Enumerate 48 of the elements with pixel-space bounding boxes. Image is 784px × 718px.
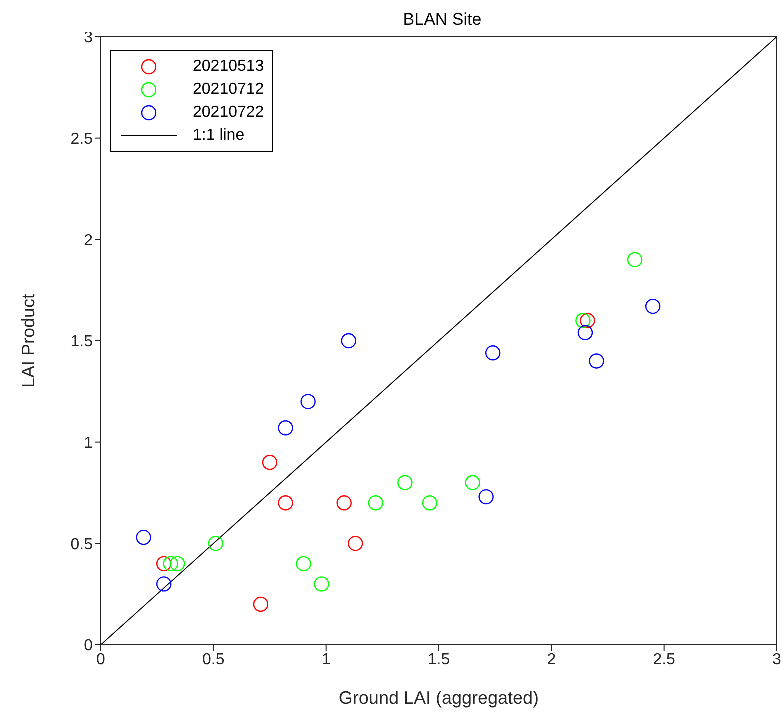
point	[578, 325, 594, 340]
point	[576, 313, 591, 328]
point	[262, 455, 278, 470]
y-tick-label: 2	[84, 232, 94, 250]
x-tick-label: 1.5	[428, 651, 450, 668]
y-tick-label: 0	[84, 638, 94, 655]
x-tick-label: 2	[547, 651, 556, 668]
point	[485, 346, 501, 361]
point	[645, 298, 661, 314]
point	[398, 475, 413, 490]
x-tick-label: 2.5	[653, 651, 676, 668]
point	[253, 596, 269, 612]
point	[627, 252, 643, 268]
point	[336, 496, 352, 511]
point	[348, 536, 364, 552]
legend-label: 20210722	[193, 104, 264, 122]
point	[341, 333, 356, 349]
point	[278, 420, 294, 436]
point	[368, 496, 384, 511]
x-tick-label: 0	[96, 651, 106, 668]
point	[156, 576, 172, 592]
x-tick-label: 0.5	[202, 651, 225, 668]
y-tick-label: 2.5	[70, 131, 94, 148]
point	[163, 556, 178, 572]
point	[300, 394, 316, 410]
point	[478, 489, 494, 505]
point	[296, 556, 312, 572]
legend-label: 20210712	[193, 80, 264, 98]
point	[314, 576, 330, 592]
point	[278, 496, 294, 511]
point	[589, 354, 604, 369]
y-axis-title: LAI Product	[18, 294, 38, 388]
point	[136, 530, 152, 546]
x-axis-title: Ground LAI (aggregated)	[338, 688, 540, 708]
x-tick-label: 3	[772, 651, 782, 668]
point	[465, 475, 480, 490]
legend-label: 20210513	[193, 58, 264, 76]
point	[156, 556, 172, 572]
y-tick-label: 1.5	[70, 334, 94, 351]
point	[422, 496, 438, 511]
y-tick-label: 1	[84, 435, 94, 452]
point	[208, 536, 224, 552]
chart-title: BLAN Site	[402, 9, 483, 31]
point	[170, 556, 186, 572]
y-tick-label: 0.5	[70, 536, 94, 554]
legend-label: 1:1 line	[193, 126, 245, 144]
point	[580, 313, 596, 328]
x-tick-label: 1	[322, 651, 331, 668]
